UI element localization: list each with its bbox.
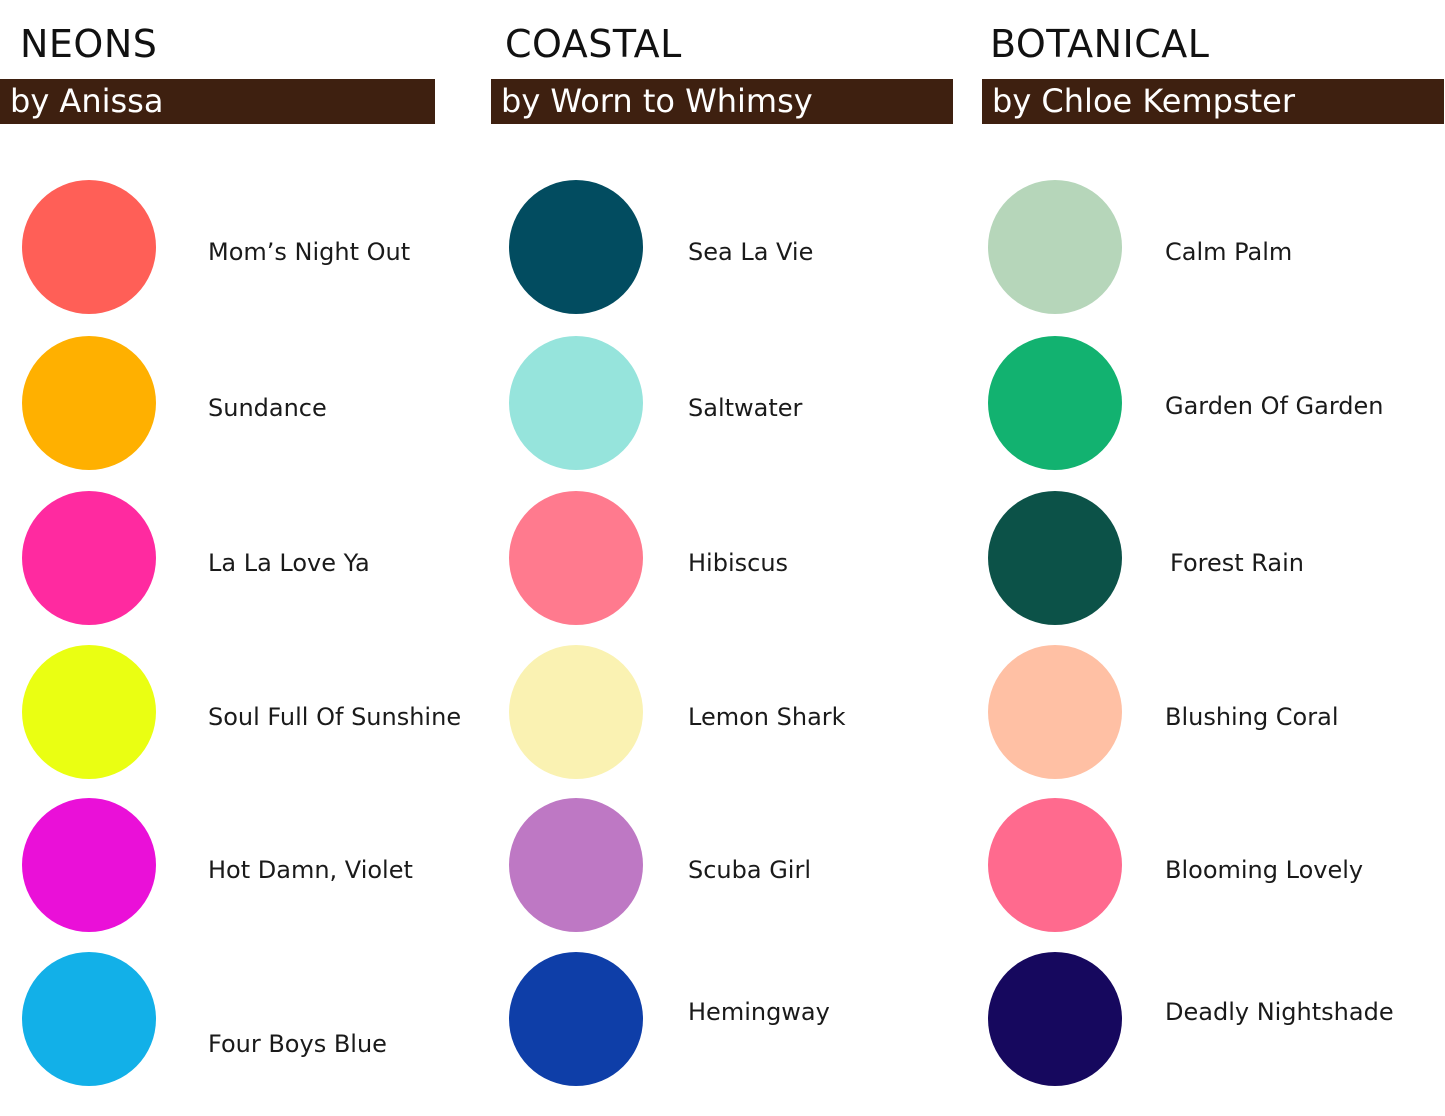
color-name: Sea La Vie bbox=[688, 238, 814, 266]
collection-botanical: BOTANICAL by Chloe Kempster Calm Palm Gar… bbox=[982, 0, 1445, 1116]
collection-byline: by Anissa bbox=[10, 82, 164, 120]
color-swatch bbox=[509, 798, 643, 932]
color-swatch bbox=[509, 645, 643, 779]
collection-coastal: COASTAL by Worn to Whimsy Sea La Vie Salt… bbox=[491, 0, 954, 1116]
color-name: Sundance bbox=[208, 394, 327, 422]
color-name: Four Boys Blue bbox=[208, 1030, 387, 1058]
color-name: Hibiscus bbox=[688, 549, 789, 577]
color-name: Blushing Coral bbox=[1165, 703, 1339, 731]
collection-title: COASTAL bbox=[505, 22, 682, 66]
collection-title: NEONS bbox=[20, 22, 158, 66]
color-swatch bbox=[988, 491, 1122, 625]
color-swatch bbox=[988, 952, 1122, 1086]
byline-bar: by Chloe Kempster bbox=[982, 79, 1444, 124]
color-name: Lemon Shark bbox=[688, 703, 846, 731]
color-name: Calm Palm bbox=[1165, 238, 1293, 266]
color-swatch bbox=[22, 798, 156, 932]
color-swatch bbox=[509, 336, 643, 470]
color-name: Deadly Nightshade bbox=[1165, 998, 1394, 1026]
color-name: Garden Of Garden bbox=[1165, 392, 1384, 420]
color-swatch bbox=[988, 645, 1122, 779]
color-swatch bbox=[509, 180, 643, 314]
collection-title: BOTANICAL bbox=[990, 22, 1210, 66]
color-name: Hot Damn, Violet bbox=[208, 856, 413, 884]
color-name: Saltwater bbox=[688, 394, 803, 422]
color-name: Scuba Girl bbox=[688, 856, 812, 884]
color-swatch bbox=[22, 180, 156, 314]
collection-neons: NEONS by Anissa Mom’s Night Out Sundance L… bbox=[0, 0, 463, 1116]
color-name: Blooming Lovely bbox=[1165, 856, 1364, 884]
color-swatch bbox=[988, 798, 1122, 932]
color-swatch bbox=[22, 952, 156, 1086]
color-swatch bbox=[22, 336, 156, 470]
color-name: Hemingway bbox=[688, 998, 830, 1026]
color-swatch bbox=[22, 645, 156, 779]
color-swatch bbox=[22, 491, 156, 625]
color-swatch bbox=[509, 491, 643, 625]
color-name: La La Love Ya bbox=[208, 549, 370, 577]
collection-byline: by Worn to Whimsy bbox=[501, 82, 813, 120]
byline-bar: by Worn to Whimsy bbox=[491, 79, 953, 124]
byline-bar: by Anissa bbox=[0, 79, 435, 124]
color-name: Mom’s Night Out bbox=[208, 238, 411, 266]
color-name: Soul Full Of Sunshine bbox=[208, 703, 462, 731]
collection-byline: by Chloe Kempster bbox=[992, 82, 1295, 120]
color-name: Forest Rain bbox=[1170, 549, 1305, 577]
color-swatch bbox=[988, 180, 1122, 314]
color-swatch bbox=[988, 336, 1122, 470]
color-swatch bbox=[509, 952, 643, 1086]
